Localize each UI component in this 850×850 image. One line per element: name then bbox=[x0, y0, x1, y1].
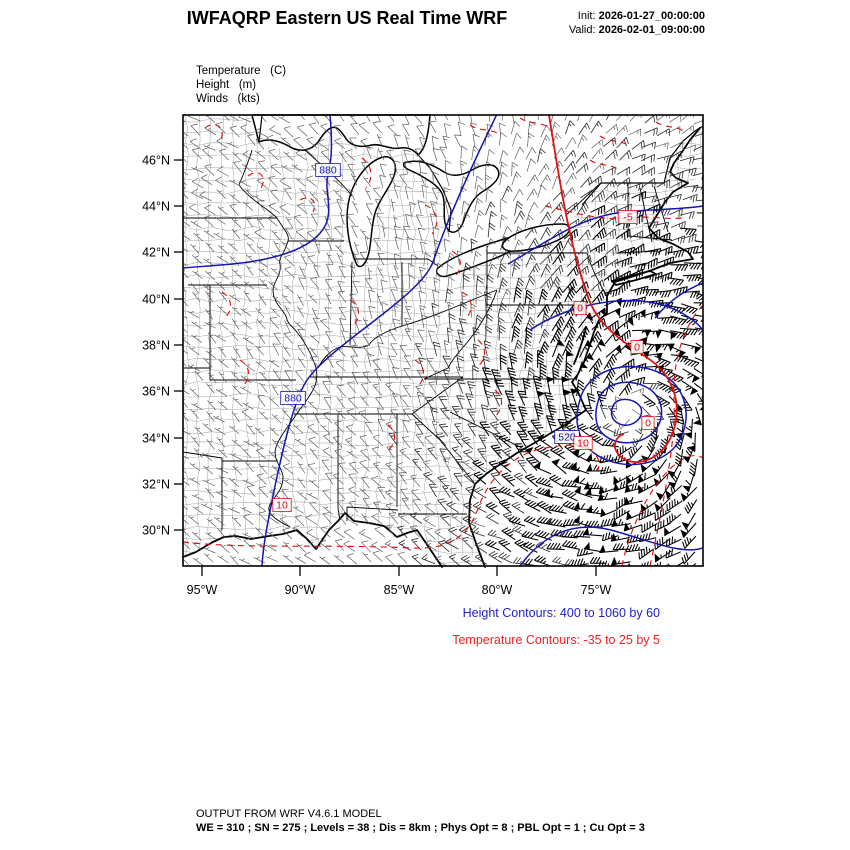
legend-temperature: Temperature (C) bbox=[196, 65, 287, 77]
contour-label-box bbox=[280, 391, 306, 405]
contour-label: 880 bbox=[284, 393, 302, 405]
contour-label: 0 bbox=[634, 342, 640, 354]
contour-label: 520 bbox=[558, 432, 576, 444]
canada-border bbox=[258, 114, 704, 233]
lat-tick-label: 36°N bbox=[142, 385, 170, 399]
great-lakes bbox=[251, 114, 571, 278]
contour-label-box bbox=[630, 340, 644, 354]
lon-tick-label: 90°W bbox=[285, 583, 316, 597]
valid-time: Valid: 2026-02-01_09:00:00 bbox=[569, 24, 705, 36]
init-time: Init: 2026-01-27_00:00:00 bbox=[578, 10, 705, 22]
contour-label-box bbox=[573, 301, 587, 315]
contour-label: 10 bbox=[276, 500, 288, 512]
lon-tick-label: 95°W bbox=[187, 583, 218, 597]
variable-legend: Temperature (C) Height (m) Winds (kts) bbox=[196, 64, 286, 106]
temperature-contour-info: Temperature Contours: -35 to 25 by 5 bbox=[452, 633, 660, 647]
lat-tick-label: 40°N bbox=[142, 293, 170, 307]
lon-tick-label: 75°W bbox=[581, 583, 612, 597]
contour-label: -5 bbox=[623, 212, 632, 224]
contour-label-box bbox=[618, 210, 638, 224]
lon-tick-label: 80°W bbox=[482, 583, 513, 597]
coastline bbox=[182, 127, 701, 568]
lat-tick-label: 32°N bbox=[142, 478, 170, 492]
footer-model-line: OUTPUT FROM WRF V4.6.1 MODEL bbox=[196, 808, 382, 820]
plot-title: IWFAQRP Eastern US Real Time WRF bbox=[186, 8, 508, 28]
lat-tick-label: 46°N bbox=[142, 154, 170, 168]
lat-tick-label: 44°N bbox=[142, 200, 170, 214]
footer-config-line: WE = 310 ; SN = 275 ; Levels = 38 ; Dis … bbox=[196, 822, 645, 834]
contour-label-box bbox=[573, 436, 593, 450]
contour-label: 880 bbox=[319, 165, 337, 177]
contour-label: 0 bbox=[577, 303, 583, 315]
lat-tick-label: 34°N bbox=[142, 432, 170, 446]
contour-label-box bbox=[315, 163, 341, 177]
legend-winds: Winds (kts) bbox=[196, 93, 260, 105]
lon-tick-label: 85°W bbox=[384, 583, 415, 597]
init-time-value: 2026-01-27_00:00:00 bbox=[598, 10, 705, 22]
legend-height: Height (m) bbox=[196, 79, 257, 91]
init-time-label: Init: bbox=[577, 10, 596, 22]
valid-time-value: 2026-02-01_09:00:00 bbox=[598, 24, 705, 36]
lat-tick-label: 30°N bbox=[142, 524, 170, 538]
lat-tick-label: 42°N bbox=[142, 246, 170, 260]
contour-label-box bbox=[641, 416, 655, 430]
contour-labels: 880 880 520 0 0 0 10 10 -5 bbox=[272, 163, 655, 512]
axis-ticks: 46°N 44°N 42°N 40°N 38°N 36°N 34°N 32°N 30°N 95°W… bbox=[142, 154, 611, 598]
valid-time-label: Valid: bbox=[568, 24, 596, 36]
height-contour-info: Height Contours: 400 to 1060 by 60 bbox=[462, 606, 660, 620]
map-frame bbox=[182, 114, 704, 567]
contour-label: 0 bbox=[645, 418, 651, 430]
lat-tick-label: 38°N bbox=[142, 339, 170, 353]
contour-label-box bbox=[272, 498, 292, 512]
contour-label: 10 bbox=[577, 438, 589, 450]
